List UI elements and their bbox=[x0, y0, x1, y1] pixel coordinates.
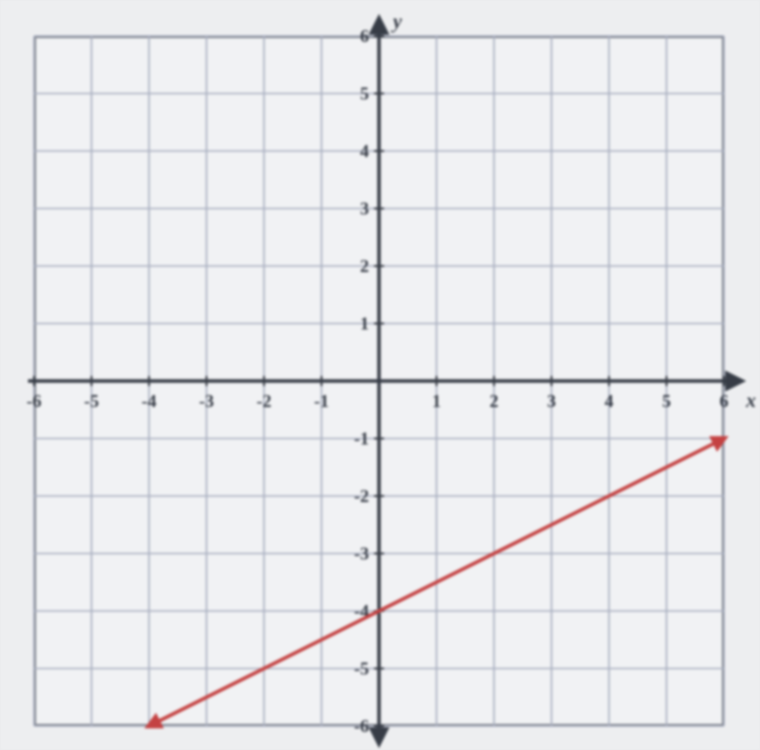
x-tick-label: 1 bbox=[432, 391, 441, 411]
y-tick-label: 6 bbox=[360, 26, 369, 46]
chart-frame: -6-5-4-3-2-1123456654321-1-2-3-4-5-6yx bbox=[0, 0, 760, 750]
x-tick-label: 6 bbox=[720, 391, 729, 411]
y-tick-label: 2 bbox=[360, 256, 369, 276]
tick-labels: -6-5-4-3-2-1123456654321-1-2-3-4-5-6yx bbox=[27, 11, 757, 736]
x-tick-label: -5 bbox=[84, 391, 99, 411]
y-tick-label: -6 bbox=[354, 716, 369, 736]
y-tick-label: -5 bbox=[354, 659, 369, 679]
x-tick-label: -4 bbox=[142, 391, 157, 411]
x-tick-label: -3 bbox=[199, 391, 214, 411]
y-tick-label: -1 bbox=[354, 429, 369, 449]
y-tick-label: 5 bbox=[360, 84, 369, 104]
y-tick-label: 1 bbox=[360, 314, 369, 334]
x-tick-label: 4 bbox=[605, 391, 614, 411]
coordinate-chart: -6-5-4-3-2-1123456654321-1-2-3-4-5-6yx bbox=[0, 0, 760, 750]
x-tick-label: 3 bbox=[547, 391, 556, 411]
x-axis-label: x bbox=[745, 390, 756, 412]
axes bbox=[28, 18, 742, 744]
y-axis-label: y bbox=[391, 11, 402, 33]
x-tick-label: 2 bbox=[490, 391, 499, 411]
x-tick-label: -1 bbox=[314, 391, 329, 411]
x-tick-label: 5 bbox=[662, 391, 671, 411]
y-tick-label: 3 bbox=[360, 199, 369, 219]
y-tick-label: -3 bbox=[354, 544, 369, 564]
y-tick-label: -2 bbox=[354, 486, 369, 506]
y-tick-label: 4 bbox=[360, 141, 369, 161]
x-tick-label: -2 bbox=[257, 391, 272, 411]
x-tick-label: -6 bbox=[27, 391, 42, 411]
